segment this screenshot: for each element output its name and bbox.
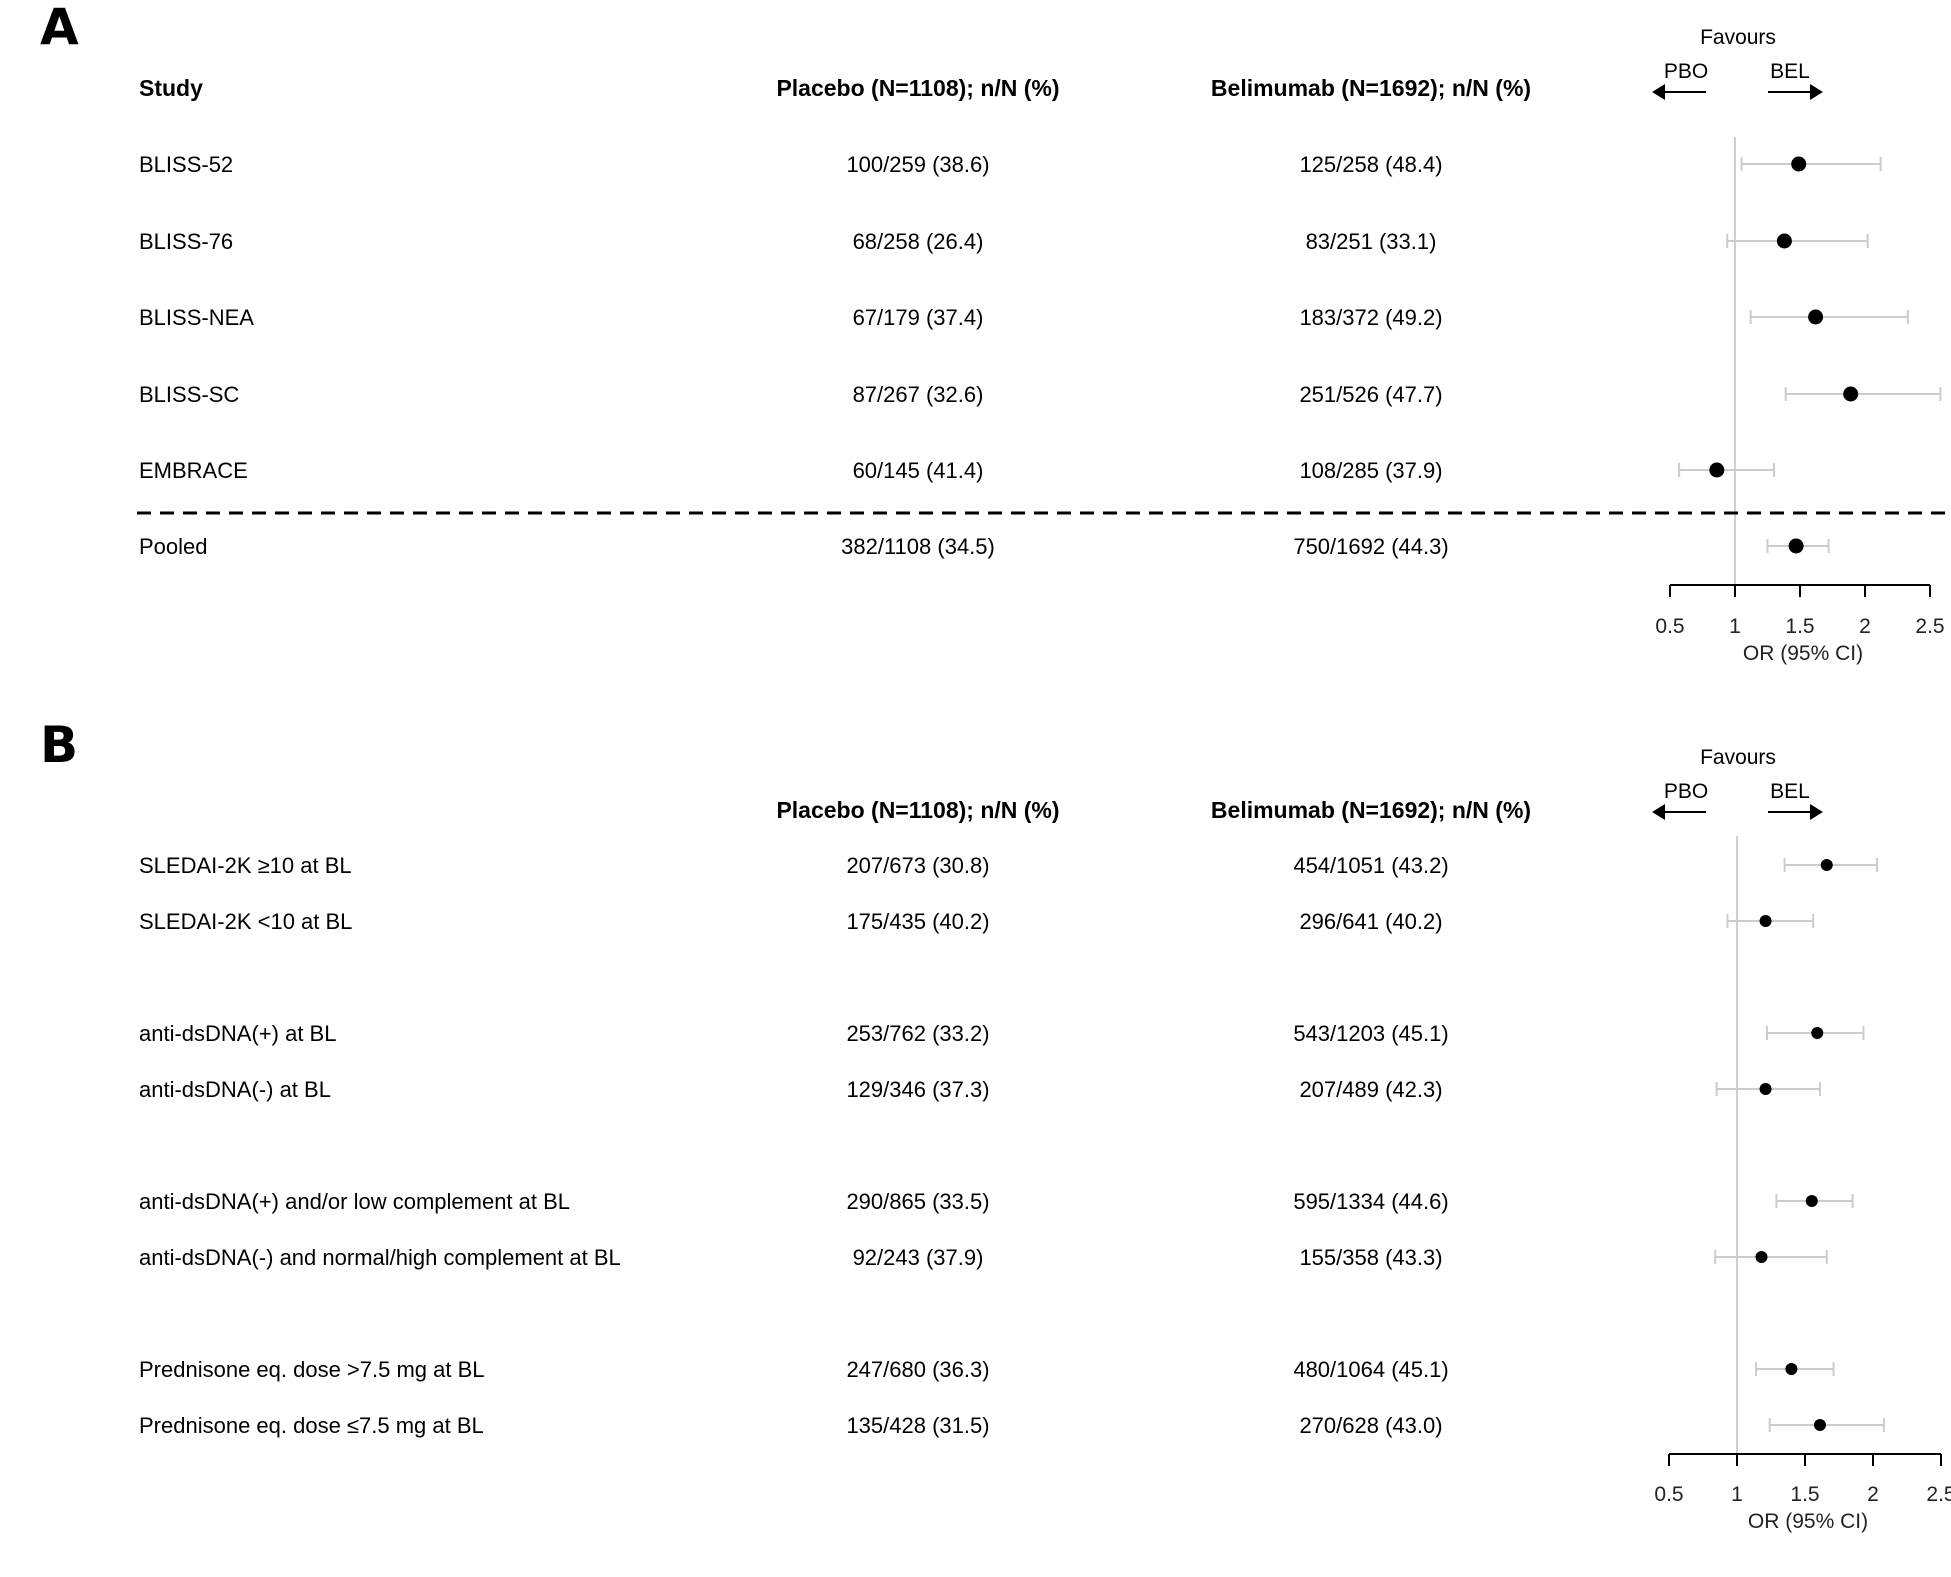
odds-ratio-point bbox=[1811, 1027, 1824, 1039]
placebo-value: 175/435 (40.2) bbox=[846, 909, 989, 934]
odds-ratio-point bbox=[1776, 233, 1792, 249]
x-tick-label: 1 bbox=[1729, 615, 1741, 638]
column-header-belimumab: Belimumab (N=1692); n/N (%) bbox=[1211, 797, 1531, 823]
odds-ratio-point bbox=[1785, 1363, 1798, 1375]
x-tick-label: 2 bbox=[1859, 615, 1871, 638]
x-tick-label: 1 bbox=[1731, 1483, 1743, 1506]
odds-ratio-point bbox=[1759, 915, 1772, 927]
row-label: Pooled bbox=[139, 534, 208, 559]
arrow-left-icon bbox=[1652, 84, 1665, 100]
odds-ratio-point bbox=[1755, 1251, 1768, 1263]
row-label: EMBRACE bbox=[139, 458, 248, 483]
column-header-placebo: Placebo (N=1108); n/N (%) bbox=[776, 75, 1059, 101]
placebo-value: 129/346 (37.3) bbox=[846, 1077, 989, 1102]
belimumab-value: 595/1334 (44.6) bbox=[1293, 1189, 1448, 1214]
placebo-value: 253/762 (33.2) bbox=[846, 1021, 989, 1046]
belimumab-value: 454/1051 (43.2) bbox=[1293, 853, 1448, 878]
row-label: BLISS-NEA bbox=[139, 305, 254, 330]
x-tick-label: 2.5 bbox=[1915, 615, 1944, 638]
odds-ratio-point bbox=[1843, 386, 1859, 402]
x-tick-label: 0.5 bbox=[1654, 1483, 1683, 1506]
row-label: BLISS-76 bbox=[139, 229, 233, 254]
odds-ratio-point bbox=[1709, 462, 1725, 478]
placebo-value: 135/428 (31.5) bbox=[846, 1413, 989, 1438]
row-label: SLEDAI-2K <10 at BL bbox=[139, 909, 352, 934]
favours-bel-label: BEL bbox=[1770, 60, 1810, 83]
arrow-left-icon bbox=[1652, 804, 1665, 820]
odds-ratio-point bbox=[1805, 1195, 1818, 1207]
odds-ratio-point bbox=[1788, 538, 1804, 554]
belimumab-value: 543/1203 (45.1) bbox=[1293, 1021, 1448, 1046]
arrow-right-icon bbox=[1810, 84, 1823, 100]
row-label: BLISS-SC bbox=[139, 382, 239, 407]
panel-label: B bbox=[40, 716, 78, 774]
belimumab-value: 183/372 (49.2) bbox=[1299, 305, 1442, 330]
row-label: Prednisone eq. dose >7.5 mg at BL bbox=[139, 1357, 485, 1382]
row-label: BLISS-52 bbox=[139, 152, 233, 177]
x-tick-label: 2 bbox=[1867, 1483, 1879, 1506]
belimumab-value: 207/489 (42.3) bbox=[1299, 1077, 1442, 1102]
belimumab-value: 251/526 (47.7) bbox=[1299, 382, 1442, 407]
favours-pbo-label: PBO bbox=[1664, 60, 1708, 83]
row-label: anti-dsDNA(+) and/or low complement at B… bbox=[139, 1189, 570, 1214]
favours-label: Favours bbox=[1700, 746, 1776, 769]
belimumab-value: 155/358 (43.3) bbox=[1299, 1245, 1442, 1270]
belimumab-value: 750/1692 (44.3) bbox=[1293, 534, 1448, 559]
placebo-value: 68/258 (26.4) bbox=[853, 229, 984, 254]
belimumab-value: 480/1064 (45.1) bbox=[1293, 1357, 1448, 1382]
column-header-placebo: Placebo (N=1108); n/N (%) bbox=[776, 797, 1059, 823]
column-header-belimumab: Belimumab (N=1692); n/N (%) bbox=[1211, 75, 1531, 101]
odds-ratio-point bbox=[1820, 859, 1833, 871]
favours-bel-label: BEL bbox=[1770, 780, 1810, 803]
odds-ratio-point bbox=[1759, 1083, 1772, 1095]
x-axis-label: OR (95% CI) bbox=[1743, 642, 1863, 665]
belimumab-value: 296/641 (40.2) bbox=[1299, 909, 1442, 934]
placebo-value: 100/259 (38.6) bbox=[846, 152, 989, 177]
placebo-value: 87/267 (32.6) bbox=[853, 382, 984, 407]
belimumab-value: 83/251 (33.1) bbox=[1306, 229, 1437, 254]
row-label: SLEDAI-2K ≥10 at BL bbox=[139, 853, 352, 878]
x-tick-label: 0.5 bbox=[1655, 615, 1684, 638]
x-tick-label: 1.5 bbox=[1785, 615, 1814, 638]
favours-label: Favours bbox=[1700, 26, 1776, 49]
panel-label: A bbox=[40, 0, 79, 56]
row-label: anti-dsDNA(+) at BL bbox=[139, 1021, 336, 1046]
placebo-value: 290/865 (33.5) bbox=[846, 1189, 989, 1214]
odds-ratio-point bbox=[1813, 1419, 1826, 1431]
placebo-value: 92/243 (37.9) bbox=[853, 1245, 984, 1270]
placebo-value: 382/1108 (34.5) bbox=[841, 534, 995, 559]
row-label: anti-dsDNA(-) at BL bbox=[139, 1077, 331, 1102]
placebo-value: 207/673 (30.8) bbox=[846, 853, 989, 878]
placebo-value: 67/179 (37.4) bbox=[853, 305, 984, 330]
row-label: Prednisone eq. dose ≤7.5 mg at BL bbox=[139, 1413, 484, 1438]
odds-ratio-point bbox=[1791, 156, 1807, 172]
placebo-value: 247/680 (36.3) bbox=[846, 1357, 989, 1382]
favours-pbo-label: PBO bbox=[1664, 780, 1708, 803]
arrow-right-icon bbox=[1810, 804, 1823, 820]
x-tick-label: 1.5 bbox=[1790, 1483, 1819, 1506]
odds-ratio-point bbox=[1808, 309, 1824, 325]
belimumab-value: 270/628 (43.0) bbox=[1299, 1413, 1442, 1438]
belimumab-value: 125/258 (48.4) bbox=[1299, 152, 1442, 177]
x-tick-label: 2.5 bbox=[1926, 1483, 1951, 1506]
x-axis-label: OR (95% CI) bbox=[1748, 1510, 1868, 1533]
row-label: anti-dsDNA(-) and normal/high complement… bbox=[139, 1245, 621, 1270]
column-header-study: Study bbox=[139, 75, 203, 101]
placebo-value: 60/145 (41.4) bbox=[853, 458, 984, 483]
belimumab-value: 108/285 (37.9) bbox=[1299, 458, 1442, 483]
